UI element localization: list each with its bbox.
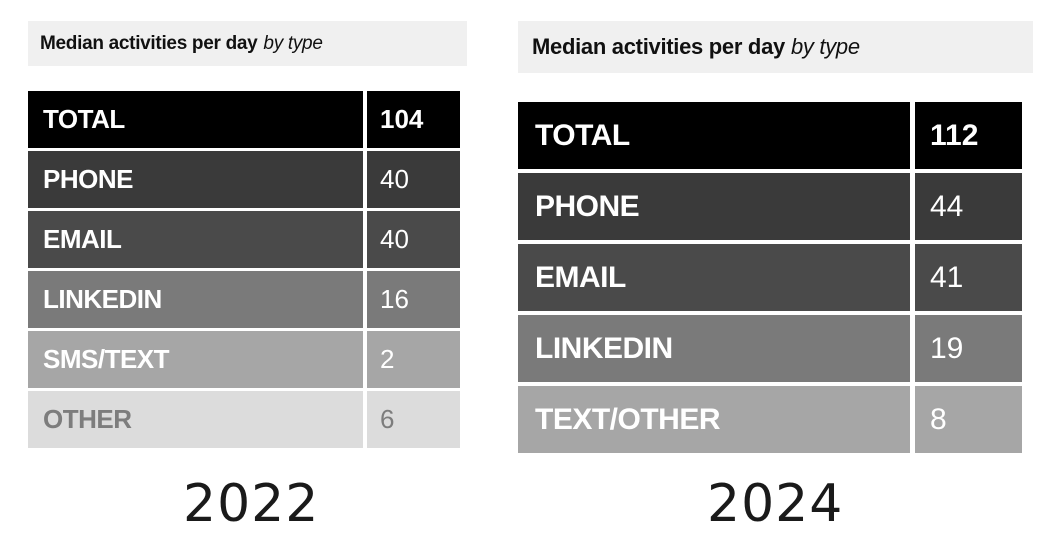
row-label: TOTAL: [28, 91, 363, 148]
row-label: EMAIL: [28, 211, 363, 268]
row-value: 40: [367, 151, 460, 208]
table-subtitle: by type: [263, 32, 323, 54]
table-title-box: Median activities per day by type: [518, 21, 1033, 73]
table-row: PHONE 44: [518, 173, 1022, 240]
table-panel-2024: Median activities per day by type TOTAL 1…: [518, 21, 1033, 453]
row-label: EMAIL: [518, 244, 910, 311]
table-row: OTHER 6: [28, 391, 460, 448]
table-row: TOTAL 104: [28, 91, 460, 148]
table-row: LINKEDIN 16: [28, 271, 460, 328]
row-label: TOTAL: [518, 102, 910, 169]
row-label: SMS/TEXT: [28, 331, 363, 388]
row-value: 40: [367, 211, 460, 268]
table-title-box: Median activities per day by type: [28, 21, 467, 66]
table-panel-2022: Median activities per day by type TOTAL 1…: [28, 21, 467, 448]
row-value: 16: [367, 271, 460, 328]
table-row: PHONE 40: [28, 151, 460, 208]
year-label-2024: 2024: [707, 474, 844, 534]
row-label: LINKEDIN: [28, 271, 363, 328]
row-value: 41: [915, 244, 1022, 311]
row-label: LINKEDIN: [518, 315, 910, 382]
table-row: SMS/TEXT 2: [28, 331, 460, 388]
row-value: 6: [367, 391, 460, 448]
row-value: 104: [367, 91, 460, 148]
row-value: 112: [915, 102, 1022, 169]
row-value: 19: [915, 315, 1022, 382]
table-title: Median activities per day: [532, 34, 785, 59]
table-subtitle: by type: [790, 34, 860, 59]
row-label: PHONE: [518, 173, 910, 240]
row-label: PHONE: [28, 151, 363, 208]
table-row: LINKEDIN 19: [518, 315, 1022, 382]
year-label-2022: 2022: [183, 474, 320, 534]
table-row: TOTAL 112: [518, 102, 1022, 169]
row-value: 8: [915, 386, 1022, 453]
row-label: TEXT/OTHER: [518, 386, 910, 453]
row-value: 2: [367, 331, 460, 388]
table-title: Median activities per day: [40, 32, 258, 54]
row-label: OTHER: [28, 391, 363, 448]
table-row: EMAIL 41: [518, 244, 1022, 311]
table-row: TEXT/OTHER 8: [518, 386, 1022, 453]
table-row: EMAIL 40: [28, 211, 460, 268]
row-value: 44: [915, 173, 1022, 240]
